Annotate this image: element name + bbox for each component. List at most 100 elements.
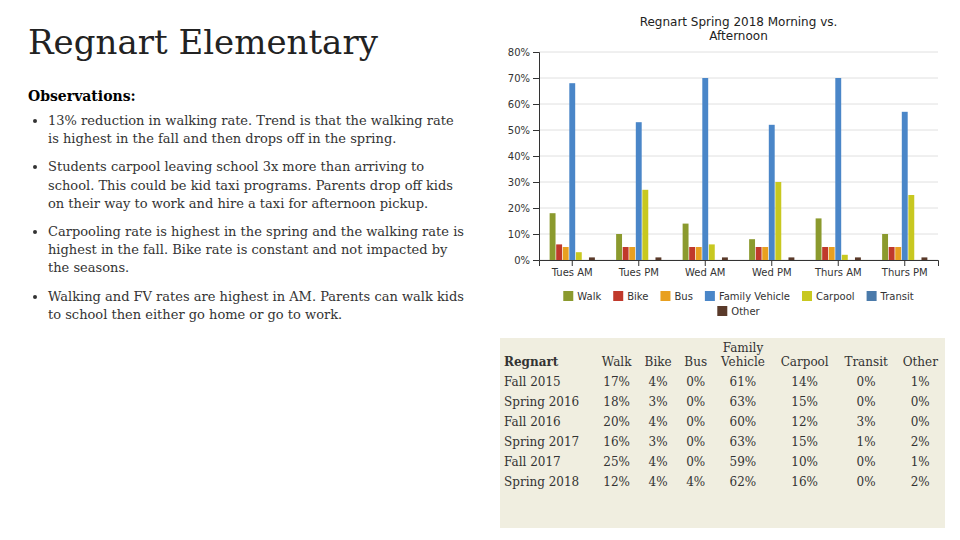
table-cell: Spring 2016 (500, 392, 595, 412)
bar (842, 255, 848, 260)
legend-label: Carpool (816, 291, 855, 302)
tick-mark (533, 104, 539, 105)
table-cell: 15% (773, 392, 837, 412)
table-cell: 4% (638, 372, 678, 392)
table-cell: 4% (638, 452, 678, 472)
legend-label: Transit (880, 291, 914, 302)
bar (921, 257, 927, 260)
tick-mark (771, 260, 772, 266)
legend-item: Bike (613, 291, 648, 302)
chart-title: Regnart Spring 2018 Morning vs.Afternoon (640, 15, 838, 43)
y-tick: 0% (514, 255, 539, 266)
table-header-cell: Transit (837, 338, 896, 372)
bar-series (576, 182, 914, 260)
bar (769, 125, 775, 260)
table-cell: 0% (678, 432, 713, 452)
y-axis: 0%10%20%30%40%50%60%70%80% (508, 47, 540, 266)
bar (915, 260, 921, 261)
bar (908, 195, 914, 260)
axis-line (540, 261, 939, 267)
bullet: Students carpool leaving school 3x more … (48, 158, 468, 213)
tick-label: 0% (514, 255, 530, 266)
legend-item: Transit (867, 291, 914, 302)
bar (550, 213, 556, 260)
table-header-row: RegnartWalkBikeBusFamily VehicleCarpoolT… (500, 338, 945, 372)
table-cell: 1% (896, 452, 945, 472)
y-tick: 10% (508, 229, 539, 240)
table-cell: 4% (638, 412, 678, 432)
tick-mark (533, 156, 539, 157)
table-cell: 0% (678, 412, 713, 432)
tick-mark (838, 260, 839, 266)
bar (835, 78, 841, 260)
tick-label: 10% (508, 229, 530, 240)
bars (550, 78, 928, 260)
legend-swatch (802, 291, 812, 301)
table-cell: 16% (595, 432, 638, 452)
x-tick: Wed PM (752, 260, 792, 278)
bar-series (569, 78, 907, 260)
bar (636, 122, 642, 260)
bullet: 13% reduction in walking rate. Trend is … (48, 112, 468, 148)
table-cell: 0% (896, 392, 945, 412)
bar (563, 247, 569, 260)
table-cell: Fall 2017 (500, 452, 595, 472)
tick-label: Thurs PM (881, 267, 928, 278)
table-cell: 2% (896, 472, 945, 492)
tick-mark (904, 260, 905, 266)
tick-label: Wed PM (752, 267, 792, 278)
chart-title-line: Afternoon (709, 29, 768, 43)
table-cell: Fall 2015 (500, 372, 595, 392)
bar (895, 247, 901, 260)
table-cell: 17% (595, 372, 638, 392)
tick-mark (533, 130, 539, 131)
plot: 0%10%20%30%40%50%60%70%80%Tues AMTues PM… (508, 47, 939, 278)
table-cell: 59% (713, 452, 772, 472)
legend-item: Family Vehicle (705, 291, 790, 302)
bar (855, 257, 861, 260)
bullet-list: 13% reduction in walking rate. Trend is … (28, 112, 468, 324)
tick-label: 20% (508, 203, 530, 214)
table-cell: 0% (896, 412, 945, 432)
tick-label: 30% (508, 177, 530, 188)
grid-line (539, 104, 938, 105)
y-tick: 70% (508, 73, 539, 84)
bar (762, 247, 768, 260)
table-cell: 12% (595, 472, 638, 492)
table-cell: 0% (678, 392, 713, 412)
bar (649, 260, 655, 261)
table-cell: 61% (713, 372, 772, 392)
table-row: Fall 201725%4%0%59%10%0%1% (500, 452, 945, 472)
bar (722, 257, 728, 260)
table-header-cell: Walk (595, 338, 638, 372)
tick-mark (638, 260, 639, 266)
table-row: Fall 201620%4%0%60%12%3%0% (500, 412, 945, 432)
legend-swatch (705, 291, 715, 301)
legend-swatch (867, 291, 877, 301)
table-cell: 18% (595, 392, 638, 412)
bar (756, 247, 762, 260)
tick-mark (533, 208, 539, 209)
table-cell: 0% (837, 372, 896, 392)
data-table: RegnartWalkBikeBusFamily VehicleCarpoolT… (500, 338, 945, 492)
text-column: Regnart Elementary Observations: 13% red… (28, 22, 468, 334)
legend-swatch (563, 291, 573, 301)
table-row: Spring 201618%3%0%63%15%0%0% (500, 392, 945, 412)
x-tick: Thurs PM (881, 260, 928, 278)
bar (556, 244, 562, 260)
tick-mark (533, 52, 539, 53)
table-cell: 63% (713, 432, 772, 452)
legend-item: Other (717, 306, 760, 317)
grid-line (539, 130, 938, 131)
bar (829, 247, 835, 260)
table-cell: 0% (837, 392, 896, 412)
table-cell: 20% (595, 412, 638, 432)
bar (782, 260, 788, 261)
table-cell: 3% (837, 412, 896, 432)
bar (569, 83, 575, 260)
table-cell: 0% (837, 472, 896, 492)
bullet: Carpooling rate is highest in the spring… (48, 223, 468, 278)
tick-label: Wed AM (685, 267, 725, 278)
bar (775, 182, 781, 260)
page: Regnart Elementary Observations: 13% red… (0, 0, 960, 540)
